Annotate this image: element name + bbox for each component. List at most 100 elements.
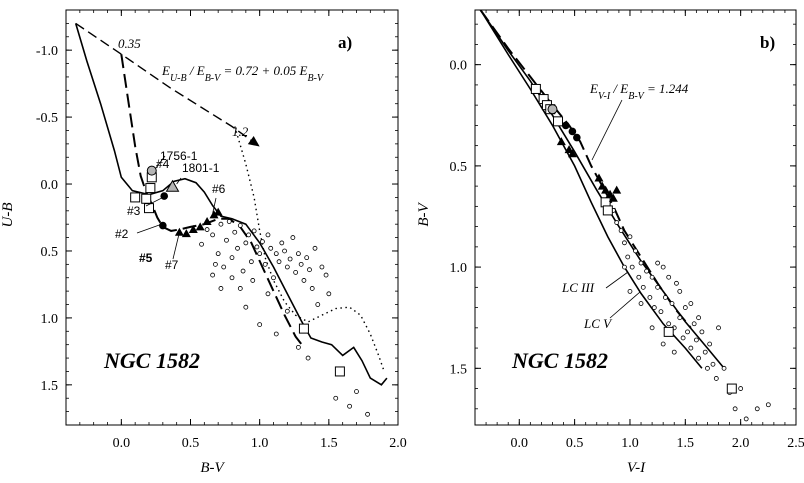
- point-open-circle: [226, 219, 232, 224]
- lc-iii-leader: [605, 271, 629, 289]
- star-label: #7: [165, 258, 179, 272]
- curve-reddened-continuation: [234, 126, 385, 372]
- reddening-mark-035: 0.35: [118, 36, 141, 51]
- star-label: #6: [212, 182, 226, 196]
- panel-a-xlabel: B-V: [200, 460, 225, 476]
- point-open-circle: [649, 325, 655, 331]
- curve-intrinsic-sequence: [74, 23, 388, 386]
- point-open-circle: [627, 288, 633, 294]
- point-open-circle: [738, 386, 744, 391]
- label-leader: [176, 177, 182, 185]
- panel-b-frame: [474, 9, 797, 426]
- point-open-square: [530, 83, 541, 94]
- star-label: #3: [127, 204, 141, 218]
- point-open-circle: [295, 344, 301, 350]
- y-tick-label: 0.0: [41, 178, 59, 193]
- point-open-circle: [265, 291, 271, 297]
- point-open-circle: [319, 264, 325, 270]
- point-open-circle: [284, 308, 290, 314]
- point-open-circle: [710, 361, 716, 367]
- star-label: #4: [156, 157, 170, 171]
- star-label: 1801-1: [182, 161, 220, 175]
- panel-b: 0.0 0.5 1.0 1.5 2.0 2.5 0.0 0.5 1.0 1.5 EV-I / EB…: [416, 9, 804, 476]
- point-open-square: [663, 326, 674, 337]
- star-label: #2: [115, 227, 129, 241]
- point-open-circle: [240, 268, 246, 274]
- panel-b-cluster-name: NGC 1582: [511, 348, 608, 373]
- point-open-circle: [333, 395, 339, 401]
- panel-b-ylabel: B-V: [416, 202, 432, 227]
- panel-a-ticks: 0.0 0.5 1.0 1.5 2.0 -1.0 -0.5 0.0 0.5 1.0 1.5: [36, 9, 407, 451]
- point-open-circle: [732, 406, 738, 412]
- point-open-circle: [666, 274, 672, 280]
- point-open-circle: [218, 221, 224, 227]
- point-filled-triangle: [556, 137, 566, 146]
- point-open-circle: [290, 235, 296, 240]
- point-open-square: [726, 383, 737, 394]
- y-tick-label: 1.0: [41, 312, 59, 327]
- point-open-circle: [276, 259, 282, 265]
- point-open-circle: [638, 301, 644, 306]
- point-open-circle: [212, 261, 218, 267]
- label-leader: [212, 197, 217, 214]
- label-leader: [155, 155, 166, 169]
- point-open-circle: [210, 272, 216, 278]
- point-open-circle: [287, 256, 293, 262]
- point-open-circle: [232, 229, 238, 235]
- point-filled-triangle: [174, 227, 184, 236]
- point-filled-triangle: [181, 229, 191, 238]
- point-filled-triangle: [567, 149, 577, 158]
- reddening-equation-b: EV-I / EB-V = 1.244: [589, 81, 689, 102]
- point-open-circle: [614, 220, 620, 225]
- point-open-square: [144, 203, 154, 214]
- point-filled-triangle: [209, 210, 219, 219]
- point-open-circle: [250, 278, 256, 283]
- point-filled-triangle: [202, 217, 212, 226]
- point-open-circle: [309, 286, 315, 291]
- point-open-circle: [323, 272, 329, 278]
- x-tick-label: 0.5: [566, 436, 584, 451]
- point-open-square: [145, 183, 156, 194]
- point-open-circle: [691, 321, 697, 327]
- point-open-circle: [254, 244, 260, 250]
- point-open-circle: [257, 322, 263, 327]
- point-open-circle: [271, 275, 276, 281]
- point-open-circle: [671, 349, 677, 355]
- point-open-circle: [221, 264, 227, 270]
- x-tick-label: 1.0: [251, 436, 269, 451]
- y-tick-label: -1.0: [36, 44, 58, 59]
- point-open-circle: [210, 232, 216, 238]
- panel-b-xlabel: V-I: [627, 460, 646, 476]
- point-open-circle: [636, 274, 642, 280]
- point-filled-triangle: [612, 185, 622, 194]
- star-label: #5: [139, 251, 153, 265]
- panel-a: 0.0 0.5 1.0 1.5 2.0 -1.0 -0.5 0.0 0.5 1.0 1.5 EU-B…: [0, 9, 407, 476]
- point-open-circle: [265, 232, 271, 238]
- x-tick-label: 0.5: [182, 436, 200, 451]
- point-filled-triangle: [188, 225, 198, 234]
- label-leader: [136, 223, 162, 234]
- point-open-circle: [215, 251, 221, 257]
- point-open-circle: [640, 284, 646, 290]
- point-open-circle: [693, 337, 699, 343]
- point-open-circle: [235, 245, 240, 251]
- point-open-circle: [257, 251, 263, 257]
- lc-iii-label: LC III: [561, 280, 595, 295]
- point-open-circle: [273, 331, 279, 337]
- point-open-circle: [305, 355, 311, 361]
- x-tick-label: 2.0: [389, 436, 407, 451]
- curve-reddening-vector: [75, 22, 261, 148]
- point-open-circle: [713, 376, 719, 381]
- point-open-circle: [638, 260, 644, 266]
- y-tick-label: 1.0: [450, 261, 468, 276]
- point-open-square: [298, 323, 309, 334]
- point-gray-circle: [146, 165, 157, 176]
- point-open-circle: [224, 237, 229, 243]
- label-leader: [145, 197, 164, 207]
- point-open-circle: [627, 234, 633, 240]
- lc-v-label: LC V: [583, 316, 613, 331]
- point-open-circle: [312, 245, 318, 251]
- point-gray-triangle: [165, 179, 180, 192]
- point-open-circle: [699, 329, 705, 335]
- x-tick-label: 1.0: [621, 436, 639, 451]
